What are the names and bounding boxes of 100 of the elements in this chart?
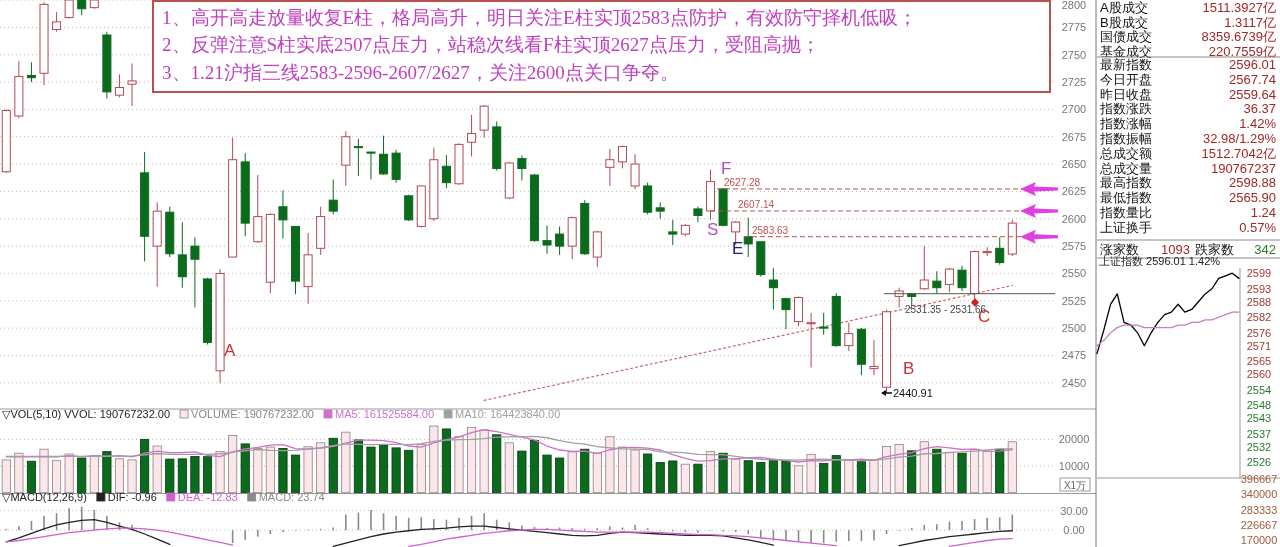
y-tick-label: 2550: [1061, 267, 1087, 280]
candlestick: [441, 154, 451, 189]
text: 指数振幅: [1099, 131, 1152, 146]
text: 342: [1254, 242, 1276, 257]
bar: [316, 442, 326, 494]
bar: [140, 438, 150, 494]
text: 8359.6739亿: [1201, 29, 1276, 45]
annotation: 3、1.21沪指三线2583-2596-2607/2627，关注2600点关口争夺。: [162, 62, 679, 83]
bar: [705, 451, 716, 494]
annotation: 2、反弹注意S柱实底2507点压力，站稳次线看F柱实顶2627点压力，受阻高抛；: [162, 34, 820, 55]
candlestick: [743, 217, 753, 258]
y-tick-label: 2582: [1246, 311, 1272, 324]
candlestick: [190, 236, 200, 308]
text: 今日开盘: [1100, 71, 1152, 87]
y-tick-label: 2525: [1061, 294, 1087, 307]
y-tick-label: 2675: [1061, 130, 1087, 143]
bar: [555, 457, 565, 494]
text: 1.42%: [1239, 116, 1277, 132]
text: 36.37: [1243, 101, 1276, 117]
candlestick: [995, 236, 1005, 266]
candlestick: [869, 339, 879, 376]
y-axis-title: X1万: [1063, 480, 1087, 491]
candlestick: [919, 245, 929, 291]
legend-label: MA5: 161525584.00: [334, 408, 435, 420]
candlestick: [127, 62, 137, 107]
bar: [52, 460, 62, 494]
bar: [919, 441, 929, 494]
bar: [869, 459, 879, 494]
candlestick: [542, 224, 552, 255]
bar: [806, 453, 816, 494]
y-tick-label: 2593: [1246, 282, 1272, 295]
bar: [882, 446, 892, 494]
y-tick-label: 2500: [1061, 322, 1087, 335]
bar: [441, 428, 451, 494]
bar: [743, 460, 753, 494]
bar: [844, 459, 854, 494]
bar: [1007, 441, 1017, 494]
bar: [957, 452, 967, 494]
candlestick: [467, 114, 477, 157]
y-tick-label: 2599: [1246, 267, 1272, 280]
text: 2559.64: [1229, 86, 1276, 102]
bar: [580, 448, 590, 494]
y-tick-label: 2565: [1246, 355, 1272, 368]
text: 1.24: [1250, 205, 1276, 220]
bar: [114, 458, 125, 494]
bar: [26, 460, 36, 494]
bar: [655, 462, 665, 494]
candlestick: [944, 267, 954, 293]
text: 190767237: [1210, 160, 1276, 176]
candlestick: [278, 189, 288, 239]
bar: [290, 454, 301, 494]
bar: [202, 456, 213, 494]
line-series: [1096, 311, 1240, 347]
y-tick-label: 2775: [1061, 21, 1087, 34]
bar: [643, 453, 653, 494]
bar: [278, 448, 288, 494]
candlestick: [517, 154, 527, 181]
candlestick: [64, 0, 74, 20]
bar: [1, 459, 11, 494]
legend-label: MA10: 164423840.00: [455, 408, 561, 420]
legend-label: DIF: -0.96: [107, 491, 157, 503]
text: 最高指数: [1100, 175, 1152, 191]
bar: [479, 429, 489, 494]
y-tick-label: 10000: [1058, 460, 1090, 473]
text: 2565.90: [1229, 190, 1276, 206]
y-tick-label: 20000: [1058, 433, 1090, 446]
y-tick-label: 2650: [1061, 158, 1087, 171]
bar: [127, 459, 137, 494]
bar: [454, 436, 464, 494]
text: 2598.88: [1229, 175, 1276, 191]
text: A股成交: [1100, 0, 1148, 15]
bar: [89, 455, 99, 494]
bar: [265, 446, 275, 494]
bar: [894, 444, 904, 494]
candlestick: [957, 265, 967, 292]
y-tick-label: 2475: [1061, 349, 1087, 362]
bar: [630, 449, 640, 494]
bar: [693, 463, 703, 494]
bar: [152, 445, 162, 494]
bar: [467, 426, 477, 494]
legend-label: MACD: 23.74: [258, 491, 325, 503]
y-tick-label: 0.00: [1063, 524, 1085, 537]
bar: [14, 452, 24, 494]
annotation: 2440.91: [893, 387, 933, 399]
y-tick-label: 2560: [1246, 368, 1272, 381]
y-tick-label: 30.00: [1060, 504, 1088, 517]
bar: [793, 465, 804, 494]
candlestick: [630, 153, 640, 190]
bar: [303, 446, 313, 494]
y-tick-label: 2575: [1061, 240, 1087, 253]
y-tick-label: 2588: [1246, 295, 1272, 308]
bar: [542, 454, 552, 494]
bar: [768, 459, 778, 494]
text: 2567.74: [1229, 71, 1276, 87]
text: 1511.3927亿: [1202, 0, 1276, 15]
y-tick-label: 2800: [1061, 0, 1087, 11]
text: 基金成交: [1100, 43, 1152, 59]
bar: [353, 439, 363, 494]
y-tick-label: 2600: [1061, 212, 1087, 225]
text: 总成交额: [1099, 145, 1152, 161]
